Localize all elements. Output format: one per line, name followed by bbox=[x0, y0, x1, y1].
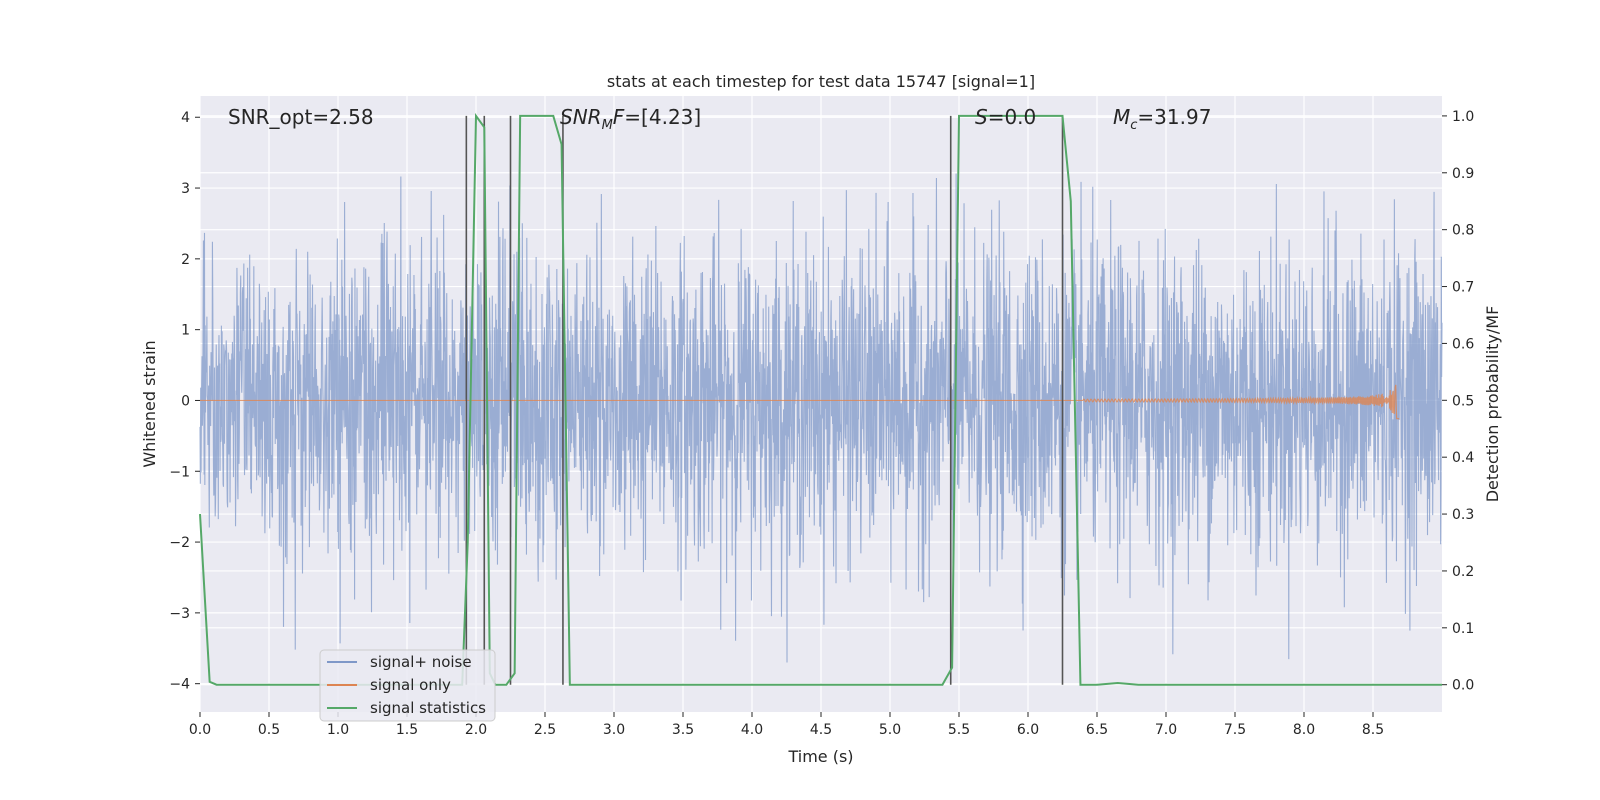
y-ticks-left: −4 −3 −2 −1 0 1 2 3 4 bbox=[169, 110, 200, 693]
y-tick-label-left: −4 bbox=[169, 677, 190, 693]
annotation-snr-mf: SNRMF=[4.23] bbox=[560, 105, 701, 133]
y-tick-label-right: 0.2 bbox=[1452, 564, 1474, 580]
x-tick-label: 2.5 bbox=[534, 722, 556, 738]
y-axis-label-right: Detection probability/MF bbox=[1483, 306, 1502, 503]
x-tick-label: 7.0 bbox=[1155, 722, 1177, 738]
x-tick-label: 3.0 bbox=[603, 722, 625, 738]
y-tick-label-left: 2 bbox=[181, 252, 190, 268]
legend-label-stats: signal statistics bbox=[370, 699, 486, 717]
stats-line bbox=[199, 112, 1442, 686]
chart-title: stats at each timestep for test data 157… bbox=[607, 72, 1035, 91]
y-tick-label-right: 0.8 bbox=[1452, 223, 1474, 239]
x-tick-label: 8.5 bbox=[1362, 722, 1384, 738]
annotation-s-stat: S=0.0 bbox=[975, 105, 1036, 129]
y-tick-label-left: −3 bbox=[169, 606, 190, 622]
x-tick-label: 4.5 bbox=[810, 722, 832, 738]
x-tick-label: 7.5 bbox=[1224, 722, 1246, 738]
annotation-snr-opt: SNR_opt=2.58 bbox=[228, 105, 374, 129]
x-tick-label: 1.0 bbox=[327, 722, 349, 738]
y-ticks-right: 0.0 0.1 0.2 0.3 0.4 0.5 0.6 0.7 0.8 0.9 1.0 bbox=[1442, 109, 1474, 694]
x-tick-label: 6.0 bbox=[1017, 722, 1039, 738]
y-tick-label-left: −2 bbox=[169, 535, 190, 551]
x-tick-label: 6.5 bbox=[1086, 722, 1108, 738]
y-tick-label-right: 1.0 bbox=[1452, 109, 1474, 125]
y-tick-label-left: 3 bbox=[181, 181, 190, 197]
annotation-snr-mf-value: =[4.23] bbox=[624, 105, 701, 129]
legend-box bbox=[319, 649, 496, 722]
legend-label-signal: signal only bbox=[370, 676, 451, 694]
x-tick-label: 0.5 bbox=[258, 722, 280, 738]
vertical-lines bbox=[465, 115, 1064, 685]
x-axis-label: Time (s) bbox=[787, 747, 853, 766]
signal-series bbox=[200, 384, 1400, 420]
x-tick-label: 8.0 bbox=[1293, 722, 1315, 738]
x-tick-label: 5.0 bbox=[879, 722, 901, 738]
x-tick-label: 1.5 bbox=[396, 722, 418, 738]
y-axis-label-left: Whitened strain bbox=[140, 340, 159, 467]
x-tick-label: 0.0 bbox=[189, 722, 211, 738]
y-tick-label-right: 0.9 bbox=[1452, 166, 1474, 182]
y-tick-label-left: 0 bbox=[181, 393, 190, 409]
x-tick-label: 4.0 bbox=[741, 722, 763, 738]
x-ticks: 0.0 0.5 1.0 1.5 2.0 2.5 3.0 3.5 4.0 4.5 5.0 5.5 6.0 6… bbox=[189, 712, 1384, 738]
noise-line bbox=[199, 173, 1443, 663]
annotation-mc: Mc=31.97 bbox=[1113, 105, 1211, 133]
x-tick-label: 5.5 bbox=[948, 722, 970, 738]
y-tick-label-right: 0.6 bbox=[1452, 336, 1474, 352]
y-tick-label-right: 0.5 bbox=[1452, 393, 1474, 409]
y-tick-label-right: 0.3 bbox=[1452, 507, 1474, 523]
annotation-s-stat-value: =0.0 bbox=[988, 105, 1037, 129]
annotation-mc-value: =31.97 bbox=[1137, 105, 1211, 129]
y-tick-label-right: 0.4 bbox=[1452, 450, 1474, 466]
y-tick-label-left: 1 bbox=[181, 323, 190, 339]
y-tick-label-left: 4 bbox=[181, 110, 190, 126]
y-tick-label-right: 0.7 bbox=[1452, 280, 1474, 296]
y-tick-label-right: 0.0 bbox=[1452, 678, 1474, 694]
legend-label-noise: signal+ noise bbox=[370, 653, 472, 671]
signal-line bbox=[200, 384, 1400, 420]
x-tick-label: 2.0 bbox=[465, 722, 487, 738]
legend: signal+ noise signal only signal statist… bbox=[319, 649, 496, 722]
noise-series bbox=[199, 173, 1443, 663]
stats-series bbox=[199, 112, 1442, 686]
y-tick-label-right: 0.1 bbox=[1452, 621, 1474, 637]
x-tick-label: 3.5 bbox=[672, 722, 694, 738]
y-tick-label-left: −1 bbox=[169, 464, 190, 480]
